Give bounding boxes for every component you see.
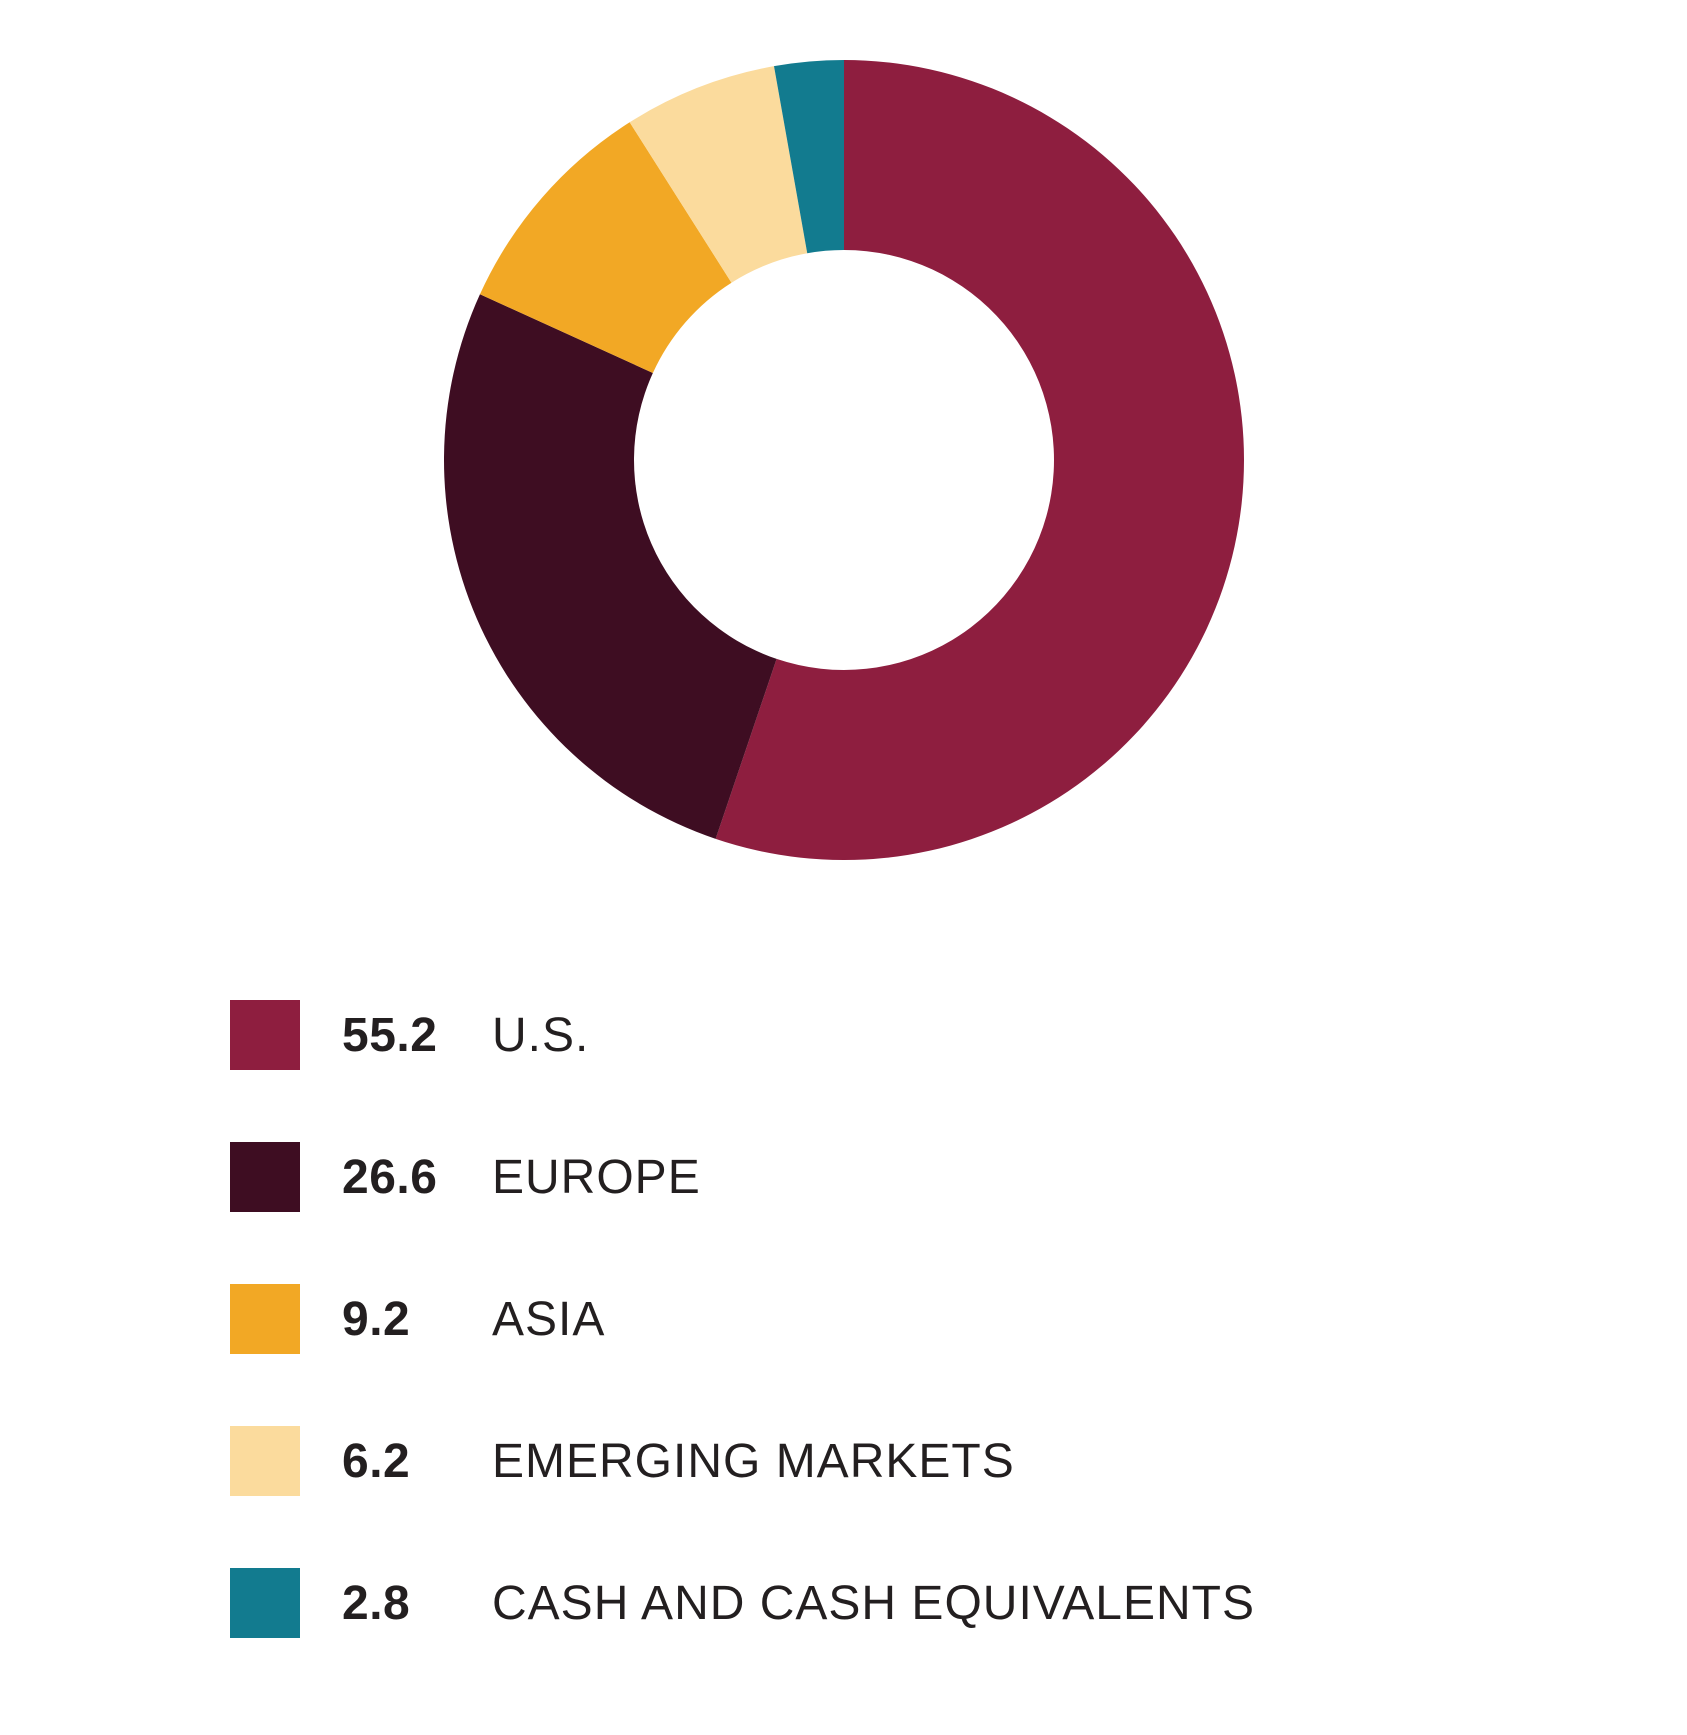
legend-value: 55.2: [342, 1008, 492, 1063]
legend-label: ASIA: [492, 1292, 605, 1347]
legend-swatch: [230, 1142, 300, 1212]
legend-swatch: [230, 1568, 300, 1638]
legend-label: EUROPE: [492, 1150, 701, 1205]
donut-segment: [444, 294, 777, 839]
legend-value: 6.2: [342, 1434, 492, 1489]
legend-swatch: [230, 1426, 300, 1496]
legend-row: 55.2U.S.: [230, 1000, 1255, 1070]
donut-svg: [444, 60, 1244, 860]
legend-row: 2.8CASH AND CASH EQUIVALENTS: [230, 1568, 1255, 1638]
figure-container: 55.2U.S. 26.6EUROPE 9.2ASIA 6.2EMERGING MAR…: [0, 0, 1687, 1735]
legend-value: 26.6: [342, 1150, 492, 1205]
donut-chart: [444, 60, 1244, 865]
legend-swatch: [230, 1000, 300, 1070]
legend-row: 26.6EUROPE: [230, 1142, 1255, 1212]
legend: 55.2U.S. 26.6EUROPE 9.2ASIA 6.2EMERGING MAR…: [230, 1000, 1255, 1710]
legend-swatch: [230, 1284, 300, 1354]
legend-label: CASH AND CASH EQUIVALENTS: [492, 1576, 1255, 1631]
legend-row: 6.2EMERGING MARKETS: [230, 1426, 1255, 1496]
legend-row: 9.2ASIA: [230, 1284, 1255, 1354]
legend-value: 9.2: [342, 1292, 492, 1347]
legend-label: EMERGING MARKETS: [492, 1434, 1015, 1489]
legend-label: U.S.: [492, 1008, 589, 1063]
legend-value: 2.8: [342, 1576, 492, 1631]
